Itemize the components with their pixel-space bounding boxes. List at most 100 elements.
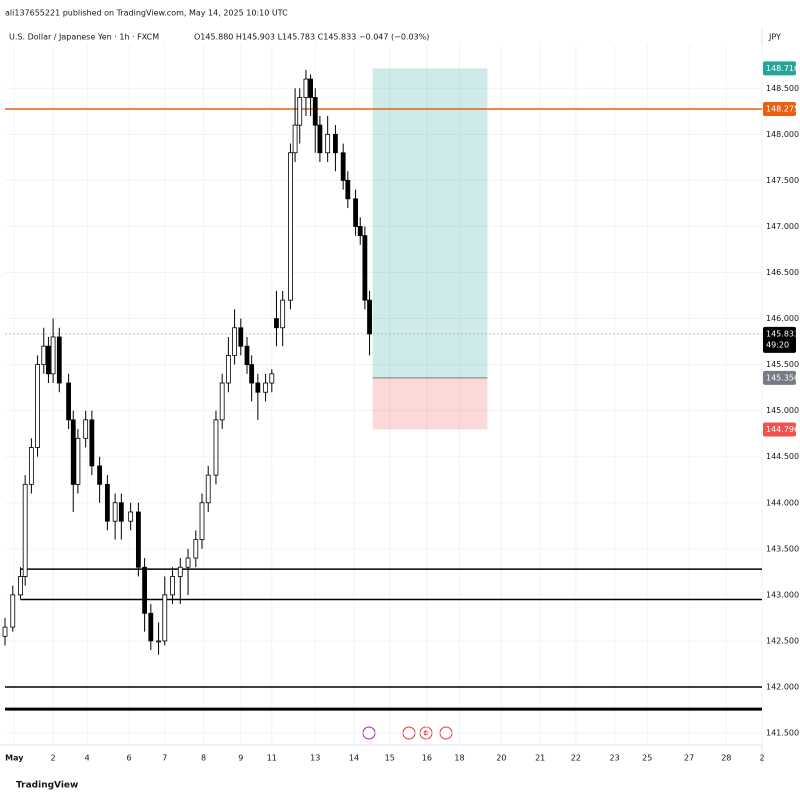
y-tick-label: 143.500 [766, 544, 799, 553]
candle-body [244, 345, 250, 366]
candle-body [288, 152, 293, 301]
candle-body [89, 419, 95, 467]
candle-body [340, 152, 346, 181]
x-tick-label: 23 [610, 754, 620, 763]
brand: TradingView [16, 781, 78, 791]
x-tick-label: 28 [721, 754, 731, 763]
candle-body [50, 336, 56, 375]
candle-body [112, 502, 118, 522]
x-tick-label: 25 [642, 754, 652, 763]
x-tick-label: 16 [422, 754, 432, 763]
y-tick-label: 144.500 [766, 452, 799, 461]
x-tick-label: 22 [571, 754, 581, 763]
candle-body [46, 345, 51, 375]
candle-body [162, 594, 168, 642]
candle-body [213, 419, 219, 476]
x-tick-label: 21 [535, 754, 545, 763]
y-tick-label: 144.000 [766, 498, 799, 507]
candle-body [28, 447, 34, 485]
price-label: 145.833 [766, 329, 799, 338]
candle-body [41, 345, 47, 366]
x-tick-label: 7 [162, 754, 167, 763]
target-zone [372, 68, 488, 378]
candle-body [199, 502, 205, 541]
candle-body [118, 502, 124, 522]
candle-body [362, 235, 368, 301]
x-tick-label: 2 [51, 754, 56, 763]
price-label: 148.716 [766, 64, 799, 73]
publisher: ali137655221 published on TradingView.co… [5, 9, 288, 18]
stop-zone [372, 377, 488, 430]
candle-body [303, 78, 309, 98]
candle-body [238, 327, 244, 347]
candle-body [255, 382, 261, 393]
price-label-bg [763, 102, 796, 117]
candle-body [56, 336, 62, 384]
candle-body [232, 327, 237, 356]
x-tick-label: 13 [310, 754, 320, 763]
candle-body [325, 133, 331, 154]
candle-body [2, 626, 8, 637]
candle-body [97, 465, 103, 485]
candle-body [128, 511, 134, 522]
x-tick-label: 6 [127, 754, 132, 763]
candle-body [104, 483, 110, 522]
x-tick-label: 14 [349, 754, 359, 763]
y-tick-label: 142.500 [766, 636, 799, 645]
candle-body [292, 124, 298, 154]
price-label-bg [763, 61, 796, 76]
candle-body [367, 299, 372, 335]
candle-body [225, 354, 231, 384]
candle-body [83, 419, 89, 439]
candle-body [333, 133, 338, 154]
candle-body [345, 179, 351, 200]
y-tick-label: 146.500 [766, 268, 799, 277]
candle-body [66, 382, 72, 421]
candle-body [312, 97, 318, 126]
y-tick-label: 148.000 [766, 130, 799, 139]
candle-body [357, 226, 363, 237]
candle-body [142, 566, 148, 614]
countdown: 49:20 [766, 340, 789, 349]
price-label: 144.796 [766, 425, 799, 434]
x-tick-label: 15 [385, 754, 395, 763]
x-tick-label: 20 [496, 754, 506, 763]
y-tick-label: 141.500 [766, 729, 799, 738]
x-tick-label: 11 [267, 754, 277, 763]
symbol: U.S. Dollar / Japanese Yen · 1h · FXCM [9, 33, 159, 42]
y-tick-label: 147.500 [766, 176, 799, 185]
candle-body [22, 483, 28, 577]
candle-body [193, 539, 199, 559]
candle-body [148, 612, 154, 642]
candle-body [205, 474, 211, 504]
candle-body [156, 640, 161, 643]
y-tick-label: 143.000 [766, 590, 799, 599]
candle-body [269, 373, 275, 384]
candle-body [185, 557, 191, 568]
x-tick-label: 4 [85, 754, 90, 763]
x-tick-label: May [5, 754, 24, 763]
currency: JPY [768, 33, 781, 42]
x-tick-label: 2 [759, 754, 764, 763]
x-tick-label: 8 [201, 754, 206, 763]
candle-body [35, 364, 40, 448]
y-tick-label: 146.000 [766, 314, 799, 323]
candle-body [297, 97, 303, 126]
candle-body [177, 566, 183, 577]
x-tick-label: 27 [684, 754, 694, 763]
y-tick-label: 145.500 [766, 360, 799, 369]
candle-body [353, 198, 358, 227]
candle-body [70, 419, 76, 485]
price-label-bg [763, 422, 796, 437]
price-label-bg [763, 326, 796, 353]
candle-body [75, 437, 81, 485]
ohlc: O145.880 H145.903 L145.783 C145.833 −0.0… [194, 33, 429, 42]
candle-body [280, 299, 286, 329]
candle-body [170, 576, 175, 596]
y-tick-label: 148.500 [766, 84, 799, 93]
candle-body [263, 382, 269, 393]
candle-body [274, 318, 279, 329]
y-tick-label: 142.000 [766, 682, 799, 691]
